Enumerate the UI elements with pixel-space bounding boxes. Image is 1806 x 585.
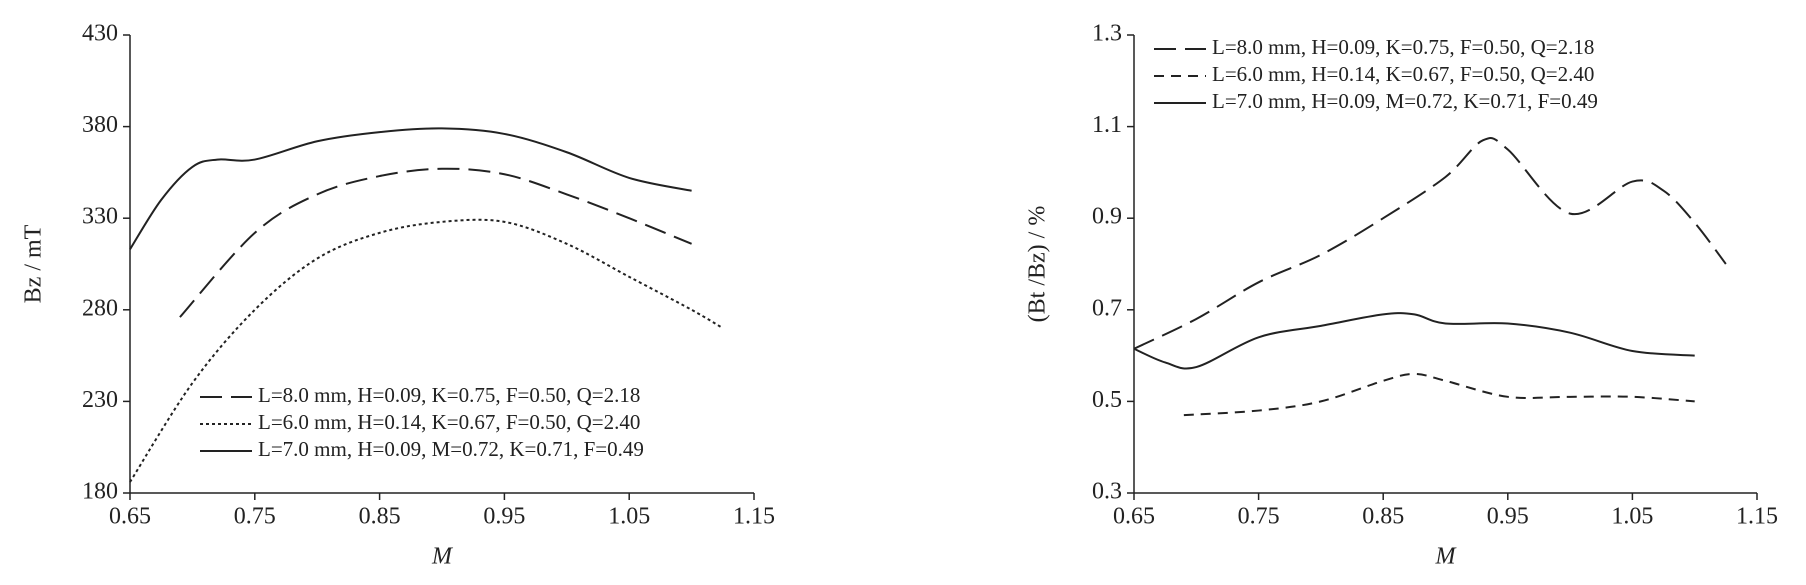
legend-label: L=6.0 mm, H=0.14, K=0.67, F=0.50, Q=2.40 — [258, 410, 640, 434]
y-tick-label: 0.3 — [1092, 479, 1122, 505]
x-axis-label: M — [431, 544, 454, 570]
legend-label: L=7.0 mm, H=0.09, M=0.72, K=0.71, F=0.49 — [1212, 89, 1598, 113]
legend-label: L=8.0 mm, H=0.09, K=0.75, F=0.50, Q=2.18 — [258, 383, 640, 407]
line-series — [129, 127, 692, 250]
x-tick-label: 1.15 — [733, 504, 775, 530]
y-tick-label: 330 — [82, 204, 118, 230]
y-axis-label: Bz / mT — [21, 224, 47, 303]
legend-label: L=7.0 mm, H=0.09, M=0.72, K=0.71, F=0.49 — [258, 437, 644, 461]
x-tick-label: 1.05 — [1611, 504, 1653, 530]
x-tick-label: 1.05 — [608, 504, 650, 530]
x-tick-label: 0.65 — [1113, 504, 1155, 530]
y-tick-label: 0.5 — [1092, 387, 1122, 413]
y-tick-label: 230 — [82, 387, 118, 413]
x-tick-label: 0.85 — [359, 504, 401, 530]
y-tick-label: 0.9 — [1092, 204, 1122, 230]
y-tick-label: 280 — [82, 295, 118, 321]
x-tick-label: 0.65 — [109, 504, 151, 530]
line-series — [1133, 312, 1695, 370]
line-series — [1133, 137, 1727, 350]
line-series — [179, 167, 692, 318]
y-tick-label: 430 — [82, 21, 118, 47]
line-series — [129, 218, 724, 483]
x-tick-label: 0.75 — [1238, 504, 1280, 530]
x-tick-label: 0.95 — [1487, 504, 1529, 530]
x-tick-label: 0.75 — [234, 504, 276, 530]
y-tick-label: 0.7 — [1092, 295, 1122, 321]
x-tick-label: 0.95 — [483, 504, 525, 530]
y-axis-label: (Bt /Bz) / % — [1025, 206, 1051, 323]
legend-label: L=8.0 mm, H=0.09, K=0.75, F=0.50, Q=2.18 — [1212, 35, 1594, 59]
x-axis-label: M — [1435, 544, 1458, 570]
legend-label: L=6.0 mm, H=0.14, K=0.67, F=0.50, Q=2.40 — [1212, 62, 1594, 86]
x-tick-label: 1.15 — [1736, 504, 1778, 530]
y-tick-label: 1.3 — [1092, 21, 1122, 47]
x-tick-label: 0.85 — [1362, 504, 1404, 530]
line-series — [1183, 372, 1695, 417]
y-tick-label: 180 — [82, 479, 118, 505]
y-tick-label: 1.1 — [1092, 112, 1122, 138]
y-tick-label: 380 — [82, 112, 118, 138]
